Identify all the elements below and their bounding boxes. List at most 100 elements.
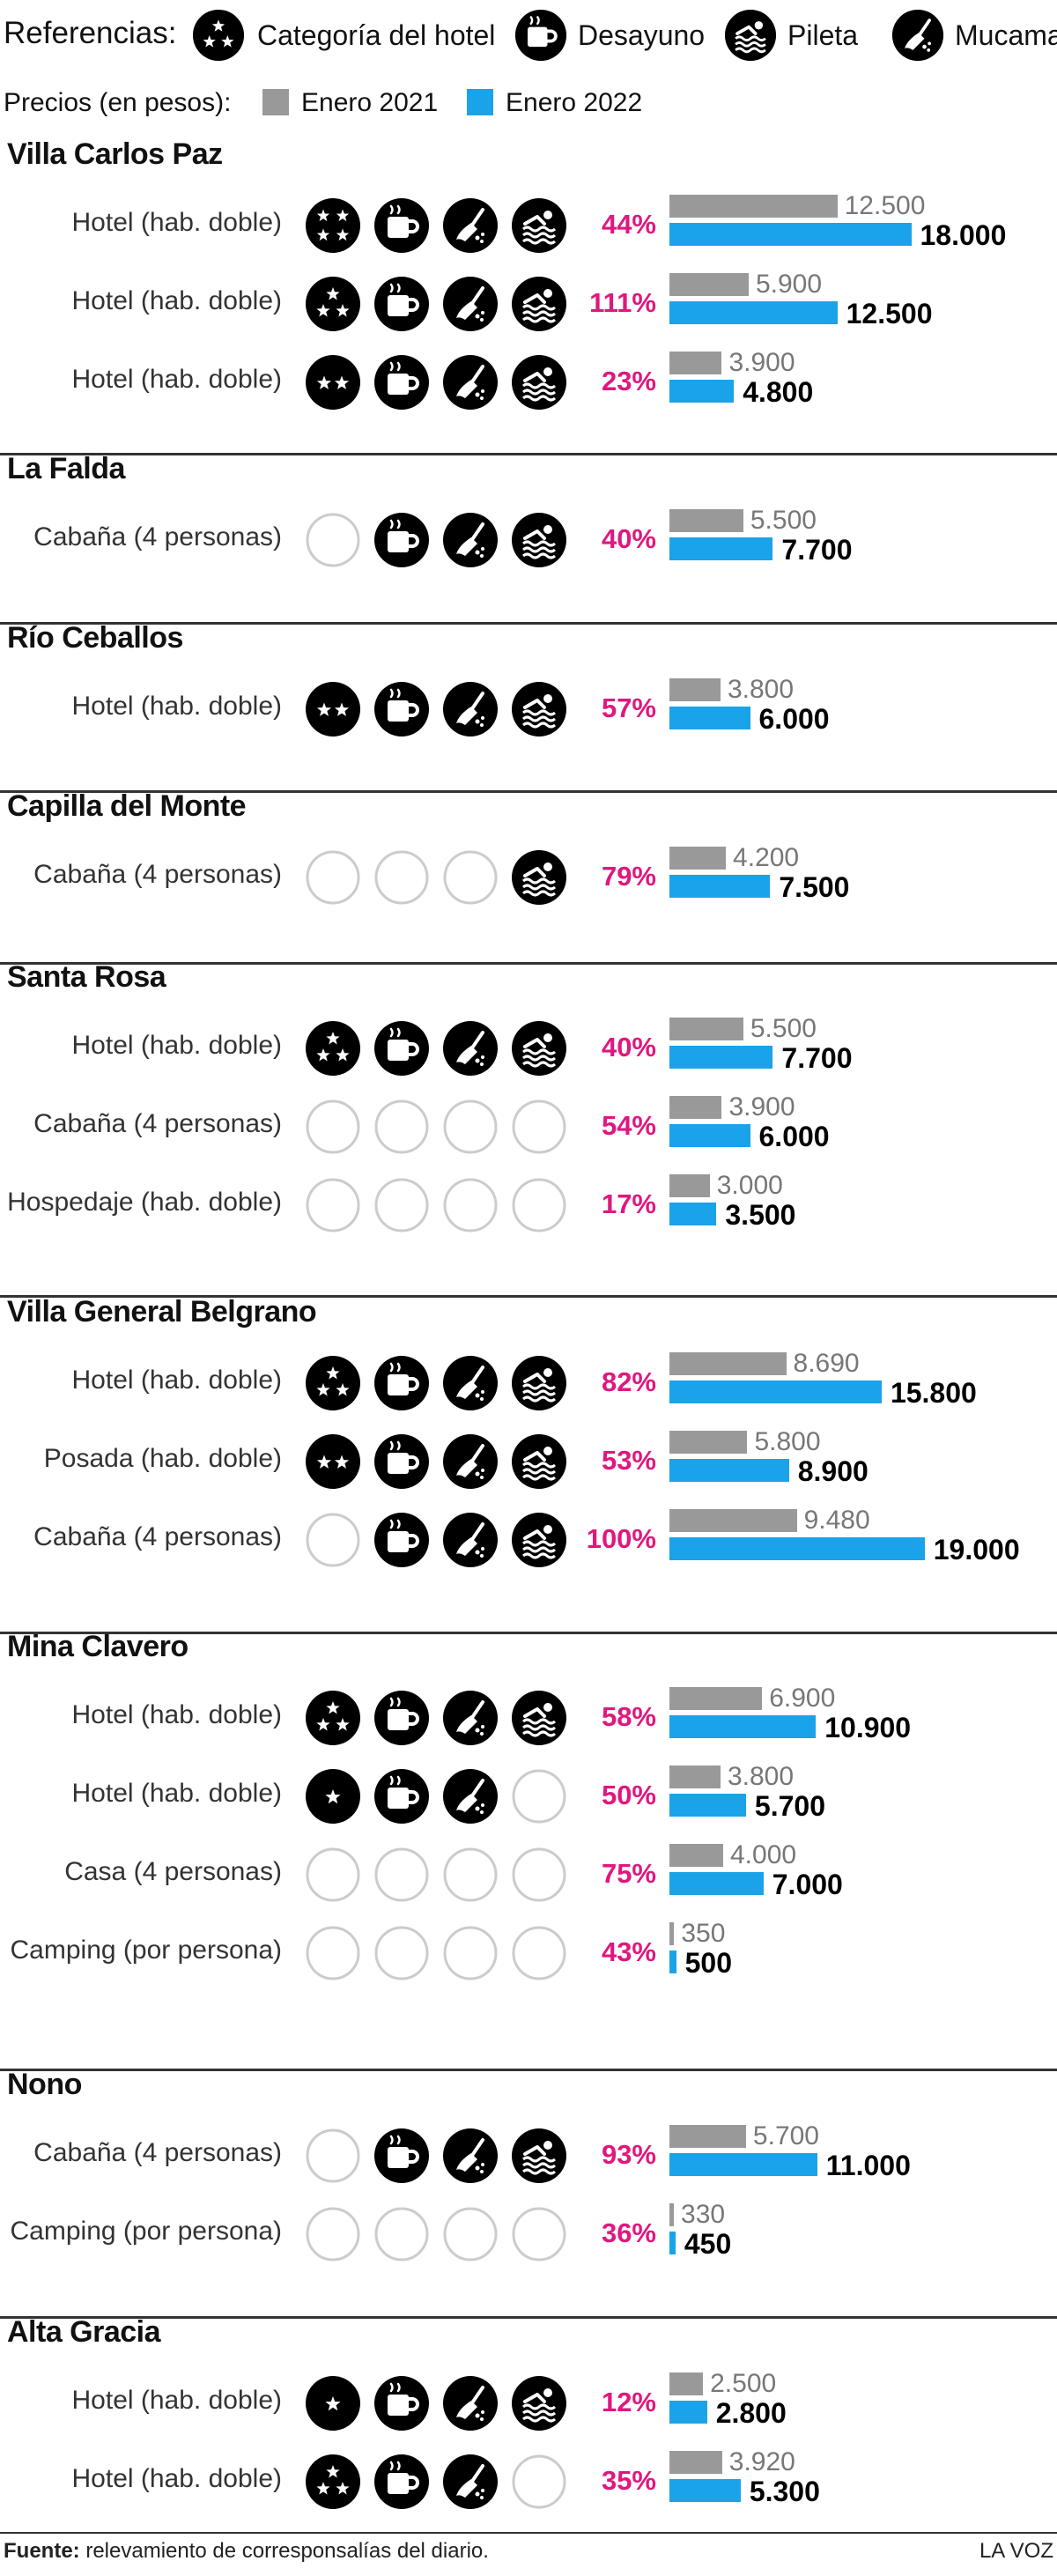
row-label: Cabaña (4 personas) [33,860,282,889]
value-2022: 18.000 [920,219,1007,251]
coffee-cup-icon [373,1690,430,1746]
footer-source-label: Fuente: [4,2539,80,2563]
bar-2021 [669,352,722,374]
empty-circle-icon [511,1177,567,1233]
value-2021: 12.500 [844,191,926,220]
swatch-2021 [262,89,289,115]
swimmer-icon [511,1020,567,1077]
bar-2021 [669,2203,675,2226]
pct-change: 40% [601,523,656,554]
bar-2022 [669,1794,746,1817]
section-divider [0,2316,1057,2319]
empty-circle-icon [373,1099,430,1155]
pct-change: 57% [601,692,656,723]
value-2021: 5.800 [754,1427,821,1456]
broom-icon [442,1433,499,1490]
row-label: Posada (hab. doble) [43,1444,282,1473]
pct-change: 50% [601,1780,656,1810]
swimmer-icon [511,2375,567,2432]
bar-2021 [669,195,838,218]
value-2021: 4.000 [730,1840,797,1869]
value-2021: 3.900 [728,1092,795,1121]
value-2022: 7.700 [781,534,853,566]
swimmer-icon [511,512,567,568]
section-divider [0,453,1057,455]
legend-coffee-cup-icon [514,9,567,62]
bar-2021 [669,1174,710,1197]
city-name: Villa General Belgrano [7,1295,317,1329]
empty-circle-icon [511,1768,567,1825]
row-label: Hotel (hab. doble) [71,2464,282,2493]
empty-circle-icon [442,1847,499,1903]
value-2022: 6.000 [758,1121,830,1152]
empty-circle-icon [442,849,499,906]
bar-2021 [669,1096,722,1119]
stars-icon [305,1355,361,1411]
bar-2021 [669,1765,721,1788]
coffee-cup-icon [373,681,430,737]
pct-change: 40% [601,1032,656,1062]
price-legend-title: Precios (en pesos): [4,88,232,117]
pct-change: 43% [601,1936,656,1967]
footer-divider [0,2532,1057,2534]
broom-icon [442,1768,499,1825]
stars-icon [305,2375,361,2432]
row-label: Hospedaje (hab. doble) [7,1188,282,1217]
broom-icon [442,1512,499,1568]
value-2021: 3.920 [728,2447,795,2476]
broom-icon [442,2128,499,2184]
section-divider [0,790,1057,793]
row-label: Cabaña (4 personas) [33,522,282,551]
value-2022: 450 [684,2228,732,2260]
row-label: Hotel (hab. doble) [71,692,282,721]
bar-2022 [669,1046,773,1069]
broom-icon [442,2454,499,2510]
bar-2022 [669,1124,750,1147]
swimmer-icon [511,1690,567,1746]
value-2021: 6.900 [769,1684,836,1713]
empty-circle-icon [373,1177,430,1233]
value-2021: 3.800 [727,1762,795,1791]
bar-2022 [669,1459,789,1482]
bar-2021 [669,1352,787,1375]
value-2022: 5.700 [754,1790,825,1822]
section-divider [0,962,1057,965]
value-2021: 5.500 [750,1014,817,1043]
empty-circle-icon [442,1099,499,1155]
city-name: Nono [7,2068,82,2101]
pct-change: 44% [601,209,656,240]
value-2021: 5.900 [755,270,823,299]
coffee-cup-icon [373,1768,430,1825]
value-2021: 4.200 [733,843,800,872]
footer-source: Fuente: relevamiento de corresponsalías … [4,2539,489,2564]
empty-circle-icon [373,849,430,906]
legend-series-2022: Enero 2022 [506,88,643,117]
swimmer-icon [511,681,567,737]
city-name: Mina Clavero [7,1630,188,1663]
empty-circle-icon [442,1177,499,1233]
value-2021: 8.690 [793,1349,860,1378]
bar-2021 [669,509,743,532]
broom-icon [442,276,499,332]
bar-2021 [669,1922,675,1945]
value-2022: 7.700 [781,1042,853,1074]
empty-circle-icon [511,1099,567,1155]
value-2022: 15.800 [890,1377,977,1409]
bar-2022 [669,380,735,403]
city-name: Río Ceballos [7,621,183,655]
value-2022: 3.500 [725,1199,796,1231]
broom-icon [442,197,499,254]
legend-stars-icon [192,9,245,62]
bar-2021 [669,273,749,296]
bar-2021 [669,2372,704,2395]
row-label: Cabaña (4 personas) [33,2138,282,2167]
broom-icon [442,2375,499,2432]
value-2021: 330 [681,2200,726,2229]
broom-icon [442,1020,499,1077]
value-2022: 5.300 [749,2476,820,2507]
bar-2022 [669,2232,676,2254]
row-label: Hotel (hab. doble) [71,2386,282,2415]
swimmer-icon [511,1355,567,1411]
value-2022: 500 [684,1947,733,1979]
broom-icon [442,1355,499,1411]
